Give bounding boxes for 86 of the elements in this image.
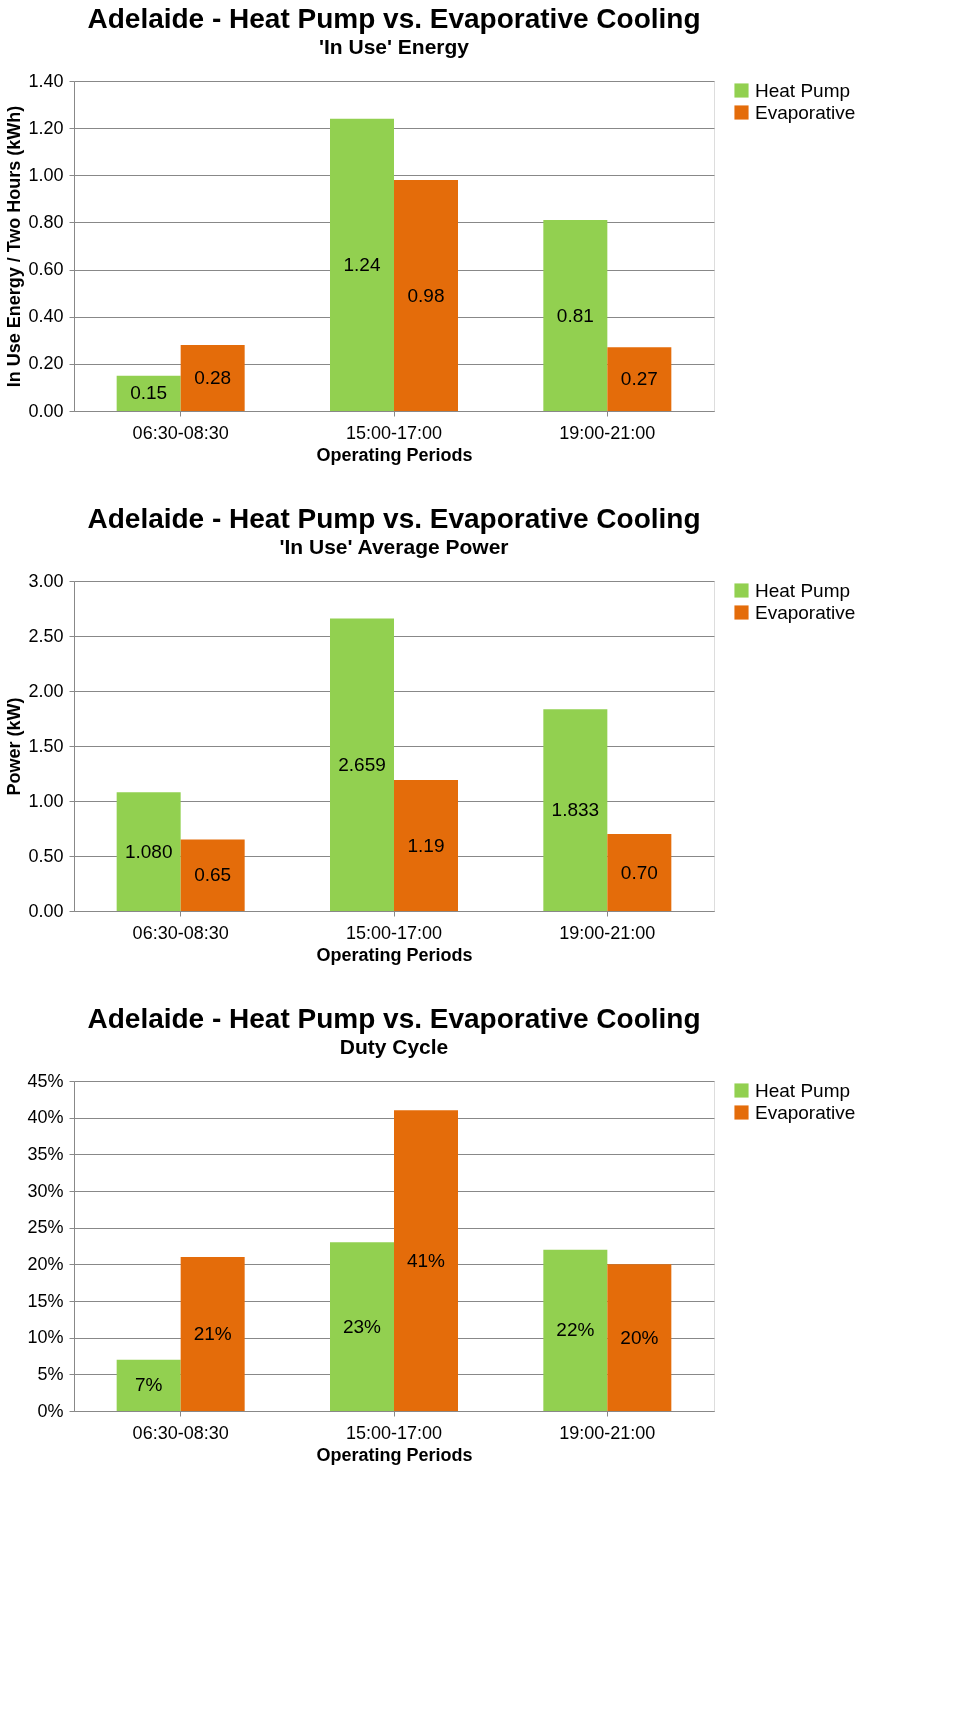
data-label: 1.833 — [551, 799, 600, 821]
data-label: 21% — [193, 1323, 232, 1344]
y-tick-label: 0.00 — [28, 900, 64, 921]
data-label: 0.65 — [194, 864, 232, 886]
x-axis-title: Operating Periods — [316, 944, 473, 965]
bar — [607, 834, 672, 911]
bar — [394, 1110, 458, 1411]
legend-label: Evaporative — [755, 1101, 856, 1123]
x-tick-label: 06:30-08:30 — [132, 1422, 229, 1443]
chart-title: Adelaide - Heat Pump vs. Evaporative Cooling — [87, 1003, 701, 1034]
bar — [330, 1242, 394, 1411]
y-tick-label: 0% — [37, 1400, 64, 1421]
bar — [543, 709, 608, 911]
data-label: 0.98 — [407, 284, 445, 306]
y-tick-label: 2.00 — [28, 680, 64, 701]
y-tick-label: 40% — [27, 1107, 64, 1128]
chart-subtitle: Duty Cycle — [339, 1035, 449, 1058]
y-axis-title: Power (kW) — [4, 697, 25, 796]
data-label: 0.28 — [194, 367, 232, 388]
bar — [180, 345, 245, 411]
y-tick-label: 1.40 — [28, 70, 64, 91]
y-tick-label: 20% — [27, 1253, 64, 1274]
y-tick-label: 35% — [27, 1143, 64, 1164]
bar — [180, 839, 245, 911]
bar — [116, 792, 181, 911]
y-tick-label: 25% — [27, 1217, 64, 1238]
y-tick-label: 15% — [27, 1290, 64, 1311]
x-tick-label: 06:30-08:30 — [132, 922, 229, 943]
y-tick-label: 0.00 — [28, 400, 64, 421]
x-tick-label: 19:00-21:00 — [559, 922, 656, 943]
data-label: 7% — [134, 1374, 163, 1396]
legend-label: Heat Pump — [755, 79, 851, 101]
chart-title: Adelaide - Heat Pump vs. Evaporative Cooling — [87, 3, 701, 34]
y-tick-label: 0.50 — [28, 845, 64, 866]
bar — [330, 618, 394, 911]
y-tick-label: 30% — [27, 1180, 64, 1201]
bar — [543, 1249, 608, 1411]
legend-label: Heat Pump — [755, 1079, 851, 1101]
y-tick-label: 2.50 — [28, 625, 64, 646]
y-tick-label: 1.00 — [28, 164, 64, 185]
x-axis-title: Operating Periods — [316, 444, 473, 465]
y-tick-label: 5% — [37, 1363, 64, 1384]
y-tick-label: 1.50 — [28, 735, 64, 756]
bar — [394, 180, 458, 411]
bar — [543, 220, 608, 411]
data-label: 0.15 — [130, 382, 168, 404]
data-label: 1.19 — [407, 834, 445, 856]
data-label: 41% — [406, 1249, 446, 1271]
bar — [180, 1257, 245, 1411]
x-tick-label: 15:00-17:00 — [345, 922, 443, 943]
x-tick-label: 06:30-08:30 — [132, 422, 229, 443]
chart-subtitle: 'In Use' Average Power — [279, 535, 509, 558]
data-label: 1.24 — [343, 253, 381, 275]
data-label: 23% — [342, 1315, 382, 1337]
chart-subtitle: 'In Use' Energy — [318, 35, 470, 58]
y-tick-label: 0.20 — [28, 353, 64, 374]
y-tick-label: 10% — [27, 1327, 64, 1348]
y-tick-label: 45% — [27, 1070, 64, 1091]
bar — [607, 347, 672, 411]
y-tick-label: 3.00 — [28, 570, 64, 591]
y-tick-label: 1.20 — [28, 117, 64, 138]
data-label: 1.080 — [124, 840, 173, 862]
x-tick-label: 15:00-17:00 — [345, 422, 443, 443]
data-label: 0.27 — [620, 368, 658, 390]
y-tick-label: 0.80 — [28, 211, 64, 232]
y-tick-label: 1.00 — [28, 790, 64, 811]
x-axis-title: Operating Periods — [316, 1444, 473, 1465]
data-label: 2.659 — [338, 753, 386, 775]
bar — [330, 118, 394, 411]
data-label: 0.81 — [556, 304, 594, 326]
legend-label: Heat Pump — [755, 579, 851, 601]
y-axis-title: In Use Energy / Two Hours (kWh) — [4, 105, 25, 388]
y-tick-label: 0.40 — [28, 306, 64, 327]
y-tick-label: 0.60 — [28, 259, 64, 280]
data-label: 22% — [556, 1319, 595, 1341]
legend-label: Evaporative — [755, 601, 856, 623]
x-tick-label: 19:00-21:00 — [559, 422, 656, 443]
x-tick-label: 19:00-21:00 — [559, 1422, 656, 1443]
x-tick-label: 15:00-17:00 — [345, 1422, 443, 1443]
legend-label: Evaporative — [755, 101, 856, 123]
data-label: 20% — [620, 1326, 659, 1348]
bar — [394, 780, 458, 911]
bar — [607, 1264, 672, 1411]
chart-title: Adelaide - Heat Pump vs. Evaporative Cooling — [87, 503, 701, 534]
data-label: 0.70 — [620, 861, 658, 883]
bar — [116, 1359, 181, 1411]
